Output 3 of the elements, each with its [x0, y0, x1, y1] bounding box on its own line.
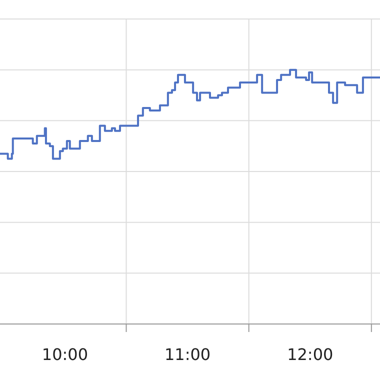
x-tick-label: 10:00: [42, 345, 88, 364]
x-tick-label: 11:00: [164, 345, 211, 364]
x-tick-label: 12:00: [287, 345, 334, 364]
